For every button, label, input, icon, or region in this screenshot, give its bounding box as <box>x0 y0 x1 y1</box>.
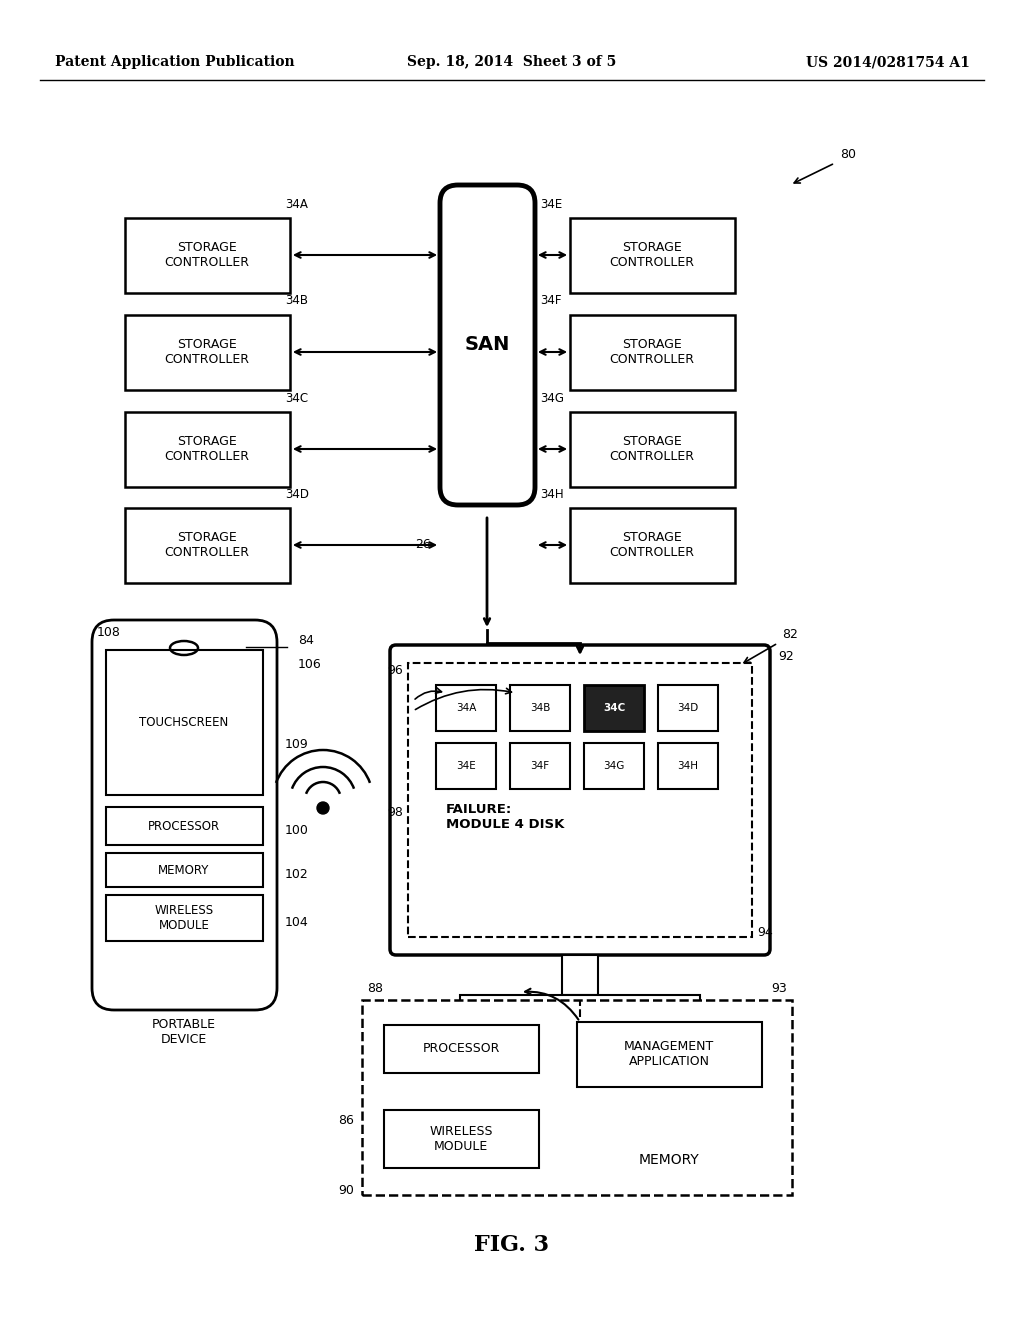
FancyBboxPatch shape <box>440 185 535 506</box>
Bar <box>436 743 496 789</box>
Text: MEMORY: MEMORY <box>639 1152 699 1167</box>
Bar <box>106 807 263 845</box>
Bar <box>460 995 700 1016</box>
Text: 34F: 34F <box>540 294 561 308</box>
Bar <box>125 218 290 293</box>
Bar <box>125 315 290 389</box>
Circle shape <box>317 803 329 814</box>
Bar <box>570 315 735 389</box>
Text: 34H: 34H <box>540 487 563 500</box>
Text: 96: 96 <box>387 664 403 677</box>
Text: 98: 98 <box>387 807 403 820</box>
Text: 86: 86 <box>338 1114 354 1126</box>
Text: 34A: 34A <box>285 198 308 210</box>
Text: 109: 109 <box>285 738 308 751</box>
Text: FIG. 3: FIG. 3 <box>474 1234 550 1257</box>
Text: Patent Application Publication: Patent Application Publication <box>55 55 295 69</box>
Bar <box>106 649 263 795</box>
Text: MANAGEMENT
APPLICATION: MANAGEMENT APPLICATION <box>624 1040 714 1068</box>
Text: STORAGE
CONTROLLER: STORAGE CONTROLLER <box>609 338 694 366</box>
FancyBboxPatch shape <box>92 620 278 1010</box>
Text: STORAGE
CONTROLLER: STORAGE CONTROLLER <box>165 338 250 366</box>
Text: 34B: 34B <box>529 704 550 713</box>
Text: WIRELESS
MODULE: WIRELESS MODULE <box>155 904 214 932</box>
Bar <box>658 685 718 731</box>
Bar <box>510 743 570 789</box>
Text: FAILURE:
MODULE 4 DISK: FAILURE: MODULE 4 DISK <box>446 803 564 832</box>
Bar <box>570 218 735 293</box>
Bar <box>125 508 290 583</box>
Text: 100: 100 <box>285 824 309 837</box>
Text: 108: 108 <box>97 627 121 639</box>
Text: 106: 106 <box>298 659 322 672</box>
Text: 88: 88 <box>367 982 383 995</box>
Text: 34E: 34E <box>456 762 476 771</box>
Bar <box>384 1026 539 1073</box>
Bar <box>384 1110 539 1168</box>
Text: STORAGE
CONTROLLER: STORAGE CONTROLLER <box>165 531 250 558</box>
Text: 90: 90 <box>338 1184 354 1196</box>
FancyBboxPatch shape <box>390 645 770 954</box>
Text: 34G: 34G <box>603 762 625 771</box>
Text: Sep. 18, 2014  Sheet 3 of 5: Sep. 18, 2014 Sheet 3 of 5 <box>408 55 616 69</box>
Text: 92: 92 <box>778 651 794 664</box>
Bar <box>570 412 735 487</box>
Text: 34C: 34C <box>285 392 308 404</box>
Text: TOUCHSCREEN: TOUCHSCREEN <box>139 715 228 729</box>
Bar <box>658 743 718 789</box>
Text: WIRELESS
MODULE: WIRELESS MODULE <box>429 1125 493 1152</box>
Text: 93: 93 <box>771 982 787 995</box>
Text: US 2014/0281754 A1: US 2014/0281754 A1 <box>806 55 970 69</box>
Text: 80: 80 <box>840 149 856 161</box>
Text: STORAGE
CONTROLLER: STORAGE CONTROLLER <box>609 242 694 269</box>
Bar <box>562 954 598 995</box>
Text: 34E: 34E <box>540 198 562 210</box>
Text: SAN: SAN <box>464 335 510 355</box>
Text: 34F: 34F <box>530 762 550 771</box>
Text: STORAGE
CONTROLLER: STORAGE CONTROLLER <box>165 242 250 269</box>
Text: 34H: 34H <box>678 762 698 771</box>
Text: 34D: 34D <box>677 704 698 713</box>
Text: STORAGE
CONTROLLER: STORAGE CONTROLLER <box>609 436 694 463</box>
Text: 34A: 34A <box>456 704 476 713</box>
Bar <box>408 663 752 937</box>
Text: PROCESSOR: PROCESSOR <box>422 1043 500 1056</box>
Text: STORAGE
CONTROLLER: STORAGE CONTROLLER <box>165 436 250 463</box>
Text: 102: 102 <box>285 867 309 880</box>
Bar <box>584 743 644 789</box>
Text: 34B: 34B <box>285 294 308 308</box>
Text: 94: 94 <box>757 925 773 939</box>
Text: 26: 26 <box>415 539 431 552</box>
Bar <box>106 895 263 941</box>
Text: 84: 84 <box>298 634 314 647</box>
Bar <box>570 508 735 583</box>
Bar <box>584 685 644 731</box>
Text: PORTABLE
DEVICE: PORTABLE DEVICE <box>152 1018 216 1045</box>
Text: 82: 82 <box>782 628 798 642</box>
Text: 34D: 34D <box>285 487 309 500</box>
Bar <box>125 412 290 487</box>
Text: PROCESSOR: PROCESSOR <box>147 820 220 833</box>
Bar <box>106 853 263 887</box>
Text: 34G: 34G <box>540 392 564 404</box>
Text: STORAGE
CONTROLLER: STORAGE CONTROLLER <box>609 531 694 558</box>
Text: MEMORY: MEMORY <box>159 863 210 876</box>
Bar <box>362 1001 792 1195</box>
Bar <box>577 1022 762 1086</box>
Bar <box>436 685 496 731</box>
Text: 104: 104 <box>285 916 309 928</box>
Bar <box>510 685 570 731</box>
Text: 34C: 34C <box>603 704 625 713</box>
